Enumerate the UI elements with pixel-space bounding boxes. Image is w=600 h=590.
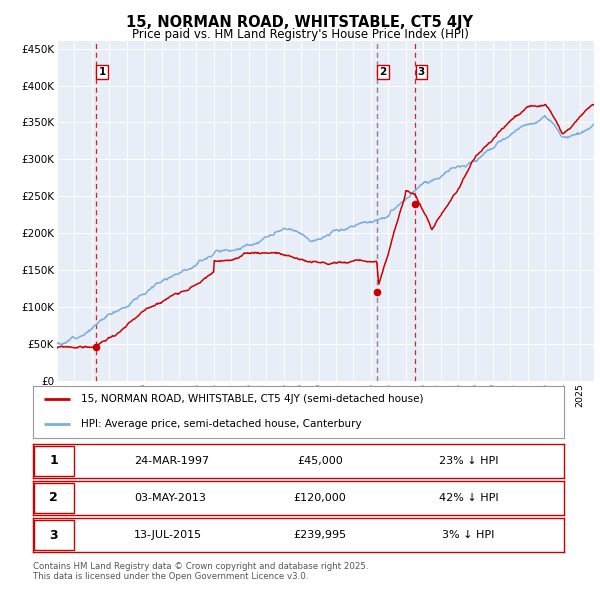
Text: 1: 1 — [49, 454, 58, 467]
Text: 24-MAR-1997: 24-MAR-1997 — [134, 456, 209, 466]
Text: 3: 3 — [418, 67, 425, 77]
Text: £45,000: £45,000 — [297, 456, 343, 466]
Text: 03-MAY-2013: 03-MAY-2013 — [134, 493, 206, 503]
Text: 15, NORMAN ROAD, WHITSTABLE, CT5 4JY (semi-detached house): 15, NORMAN ROAD, WHITSTABLE, CT5 4JY (se… — [81, 394, 423, 404]
Text: HPI: Average price, semi-detached house, Canterbury: HPI: Average price, semi-detached house,… — [81, 419, 361, 430]
Text: 3% ↓ HPI: 3% ↓ HPI — [442, 530, 494, 540]
Text: 1: 1 — [98, 67, 106, 77]
Text: 15, NORMAN ROAD, WHITSTABLE, CT5 4JY: 15, NORMAN ROAD, WHITSTABLE, CT5 4JY — [127, 15, 473, 30]
Text: 3: 3 — [49, 529, 58, 542]
FancyBboxPatch shape — [34, 445, 74, 476]
Text: £120,000: £120,000 — [293, 493, 346, 503]
Text: Contains HM Land Registry data © Crown copyright and database right 2025.
This d: Contains HM Land Registry data © Crown c… — [33, 562, 368, 581]
Text: £239,995: £239,995 — [293, 530, 346, 540]
FancyBboxPatch shape — [34, 483, 74, 513]
FancyBboxPatch shape — [34, 520, 74, 550]
Text: 2: 2 — [49, 491, 58, 504]
Text: 23% ↓ HPI: 23% ↓ HPI — [439, 456, 498, 466]
Text: Price paid vs. HM Land Registry's House Price Index (HPI): Price paid vs. HM Land Registry's House … — [131, 28, 469, 41]
Text: 42% ↓ HPI: 42% ↓ HPI — [439, 493, 498, 503]
Text: 2: 2 — [379, 67, 386, 77]
Text: 13-JUL-2015: 13-JUL-2015 — [134, 530, 202, 540]
